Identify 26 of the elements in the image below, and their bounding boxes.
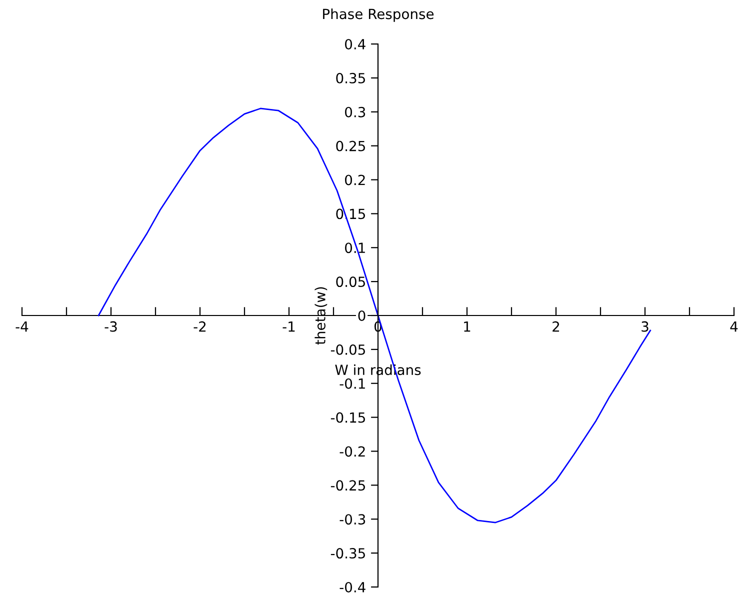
x-tick-label: -4 <box>16 321 28 332</box>
y-tick-label: -0.35 <box>330 548 365 559</box>
x-tick-label: -3 <box>104 321 117 332</box>
y-tick-label: -0.4 <box>340 582 366 592</box>
y-tick-label: -0.2 <box>340 446 365 457</box>
y-tick-label: -0.05 <box>330 344 365 355</box>
chart-title: Phase Response <box>323 8 434 22</box>
x-tick-label: 4 <box>730 321 738 332</box>
y-tick-label: -0.1 <box>340 378 365 389</box>
x-tick-label: 1 <box>464 321 470 332</box>
y-tick-label: -0.15 <box>330 412 365 423</box>
y-tick-label: -0.25 <box>330 480 365 491</box>
y-tick-label: 0.35 <box>336 72 365 84</box>
y-tick-label: -0.3 <box>340 514 366 525</box>
x-tick-label: -1 <box>282 321 295 332</box>
x-tick-label: -2 <box>194 321 206 332</box>
line-series <box>98 108 652 524</box>
y-axis-title: theta(w) <box>314 287 328 345</box>
x-tick-label: 3 <box>642 321 648 332</box>
x-tick-label: 2 <box>552 321 560 332</box>
y-tick-label: 0.25 <box>336 140 365 152</box>
y-tick-label: 0.2 <box>345 174 365 186</box>
y-tick-label: 0.3 <box>345 106 366 118</box>
y-tick-label: 0 <box>358 310 366 321</box>
y-tick-label: 0.05 <box>336 276 365 288</box>
y-tick-label: 0.4 <box>345 38 366 50</box>
